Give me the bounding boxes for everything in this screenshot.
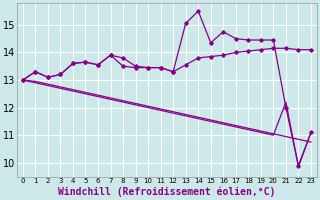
X-axis label: Windchill (Refroidissement éolien,°C): Windchill (Refroidissement éolien,°C) bbox=[58, 187, 276, 197]
